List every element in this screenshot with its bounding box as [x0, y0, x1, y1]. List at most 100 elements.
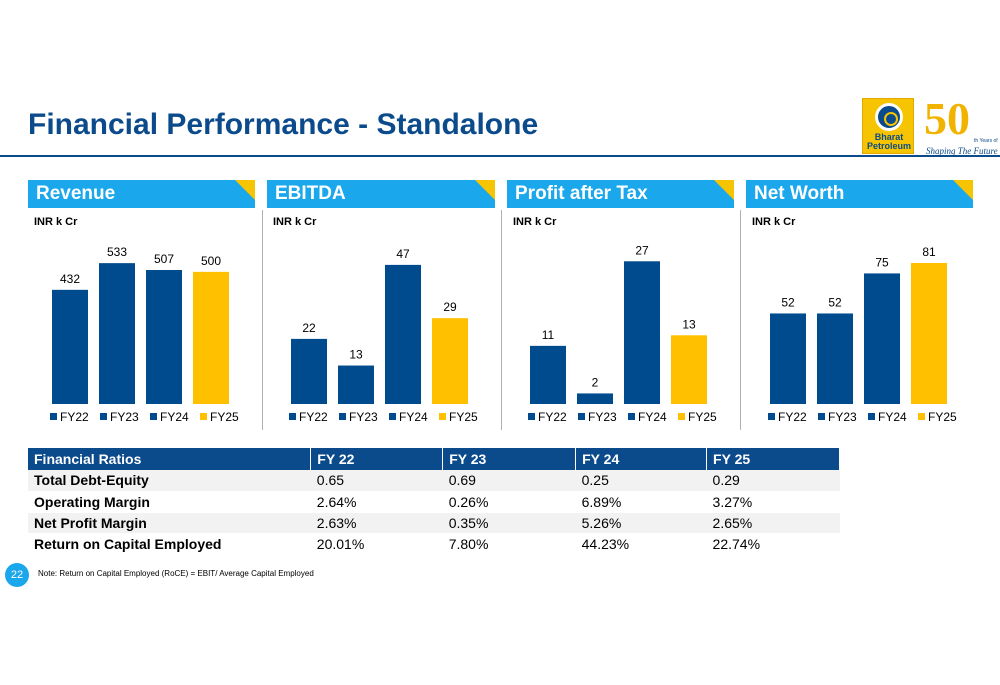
- bar-fy24: [864, 273, 900, 404]
- page-title: Financial Performance - Standalone: [28, 108, 539, 141]
- bpcl-logo-text-1: Bharat: [874, 132, 904, 142]
- data-label: 13: [349, 348, 363, 362]
- legend-swatch: [628, 413, 635, 420]
- table-cell: 5.26%: [575, 512, 707, 534]
- legend-swatch: [200, 413, 207, 420]
- legend-swatch: [528, 413, 535, 420]
- bar-fy25: [671, 335, 707, 404]
- unit-label: INR k Cr: [513, 216, 557, 228]
- data-label: 2: [592, 375, 599, 389]
- legend-swatch: [918, 413, 925, 420]
- panel-title: Revenue: [36, 183, 116, 204]
- table-cell: 2.65%: [706, 512, 840, 534]
- table-header-cell: Financial Ratios: [28, 448, 312, 470]
- table-header-cell: FY 25: [706, 448, 840, 470]
- data-label: 52: [781, 295, 795, 309]
- legend-label: FY24: [399, 410, 428, 424]
- panel-header-net-worth: Net Worth: [746, 180, 973, 208]
- bar-fy24: [385, 264, 421, 404]
- data-label: 52: [828, 295, 842, 309]
- row-label: Return on Capital Employed: [28, 533, 311, 555]
- corner-accent: [475, 180, 495, 200]
- table-cell: 2.63%: [310, 512, 443, 534]
- table-cell: 0.69: [442, 470, 576, 492]
- bar-fy22: [291, 338, 327, 404]
- legend-label: FY23: [588, 410, 617, 424]
- legend-label: FY23: [110, 410, 139, 424]
- data-label: 500: [201, 254, 221, 268]
- legend-swatch: [100, 413, 107, 420]
- legend-label: FY25: [688, 410, 717, 424]
- bar-fy22: [52, 289, 88, 404]
- table-cell: 6.89%: [575, 491, 707, 513]
- legend-label: FY22: [299, 410, 328, 424]
- panel-divider: [740, 210, 741, 430]
- page-number-badge: 22: [5, 563, 29, 587]
- net-worth-bar-chart: 52 52 75 81 FY22 FY23 FY24 FY25: [768, 245, 957, 424]
- bar-fy23: [99, 263, 135, 404]
- data-label: 47: [396, 247, 410, 261]
- ebitda-bar-chart: 22 13 47 29 FY22 FY23 FY24 FY25: [289, 247, 478, 424]
- legend-label: FY25: [210, 410, 239, 424]
- bar-fy25: [911, 262, 947, 404]
- bar-fy22: [530, 345, 566, 404]
- data-label: 81: [922, 245, 936, 259]
- panel-header-revenue: Revenue: [28, 180, 255, 208]
- legend-swatch: [678, 413, 685, 420]
- unit-label: INR k Cr: [273, 216, 317, 228]
- panel-title: EBITDA: [275, 183, 346, 204]
- legend-swatch: [389, 413, 396, 420]
- table-cell: 22.74%: [706, 533, 840, 555]
- table-header-cell: FY 23: [442, 448, 577, 470]
- table-cell: 0.35%: [442, 512, 576, 534]
- bar-fy22: [770, 313, 806, 404]
- table-row: Net Profit Margin 2.63% 0.35% 5.26% 2.65…: [28, 512, 840, 534]
- table-cell: 0.29: [706, 470, 840, 492]
- unit-label: INR k Cr: [752, 216, 796, 228]
- data-label: 533: [107, 245, 127, 259]
- panel-divider: [262, 210, 263, 430]
- table-header-row: Financial Ratios FY 22 FY 23 FY 24 FY 25: [28, 448, 840, 470]
- legend-swatch: [578, 413, 585, 420]
- bpcl-emblem-icon: [875, 103, 903, 131]
- footnote: Note: Return on Capital Employed (RoCE) …: [38, 569, 314, 578]
- bar-fy23: [577, 393, 613, 404]
- anniversary-tagline: Shaping The Future: [926, 146, 998, 156]
- anniversary-logo: 50 th Years of Shaping The Future: [920, 93, 1000, 158]
- bpcl-logo: Bharat Petroleum: [862, 98, 914, 154]
- data-label: 22: [302, 321, 316, 335]
- legend-label: FY25: [449, 410, 478, 424]
- legend-label: FY24: [638, 410, 667, 424]
- unit-label: INR k Cr: [34, 216, 78, 228]
- corner-accent: [953, 180, 973, 200]
- table-row: Return on Capital Employed 20.01% 7.80% …: [28, 533, 840, 555]
- row-label: Total Debt-Equity: [28, 470, 311, 492]
- panel-divider: [501, 210, 502, 430]
- data-label: 29: [443, 300, 457, 314]
- table-header-cell: FY 22: [310, 448, 444, 470]
- financial-ratios-table: Financial Ratios FY 22 FY 23 FY 24 FY 25…: [28, 448, 840, 555]
- bpcl-logo-text-2: Petroleum: [866, 141, 911, 151]
- anniversary-small-text: th Years of: [974, 138, 998, 144]
- panel-title: Profit after Tax: [515, 183, 648, 204]
- legend-label: FY24: [878, 410, 907, 424]
- data-label: 507: [154, 252, 174, 266]
- row-label: Net Profit Margin: [28, 512, 311, 534]
- legend-swatch: [768, 413, 775, 420]
- row-label: Operating Margin: [28, 491, 311, 513]
- panel-title: Net Worth: [754, 183, 845, 204]
- legend-swatch: [818, 413, 825, 420]
- bar-fy23: [817, 313, 853, 404]
- legend-label: FY25: [928, 410, 957, 424]
- corner-accent: [714, 180, 734, 200]
- legend-swatch: [289, 413, 296, 420]
- panel-header-ebitda: EBITDA: [267, 180, 495, 208]
- panel-header-profit-after-tax: Profit after Tax: [507, 180, 734, 208]
- table-header-cell: FY 24: [575, 448, 708, 470]
- table-cell: 2.64%: [310, 491, 443, 513]
- data-label: 432: [60, 272, 80, 286]
- bar-fy24: [146, 270, 182, 404]
- table-cell: 44.23%: [575, 533, 707, 555]
- legend-swatch: [868, 413, 875, 420]
- legend-swatch: [339, 413, 346, 420]
